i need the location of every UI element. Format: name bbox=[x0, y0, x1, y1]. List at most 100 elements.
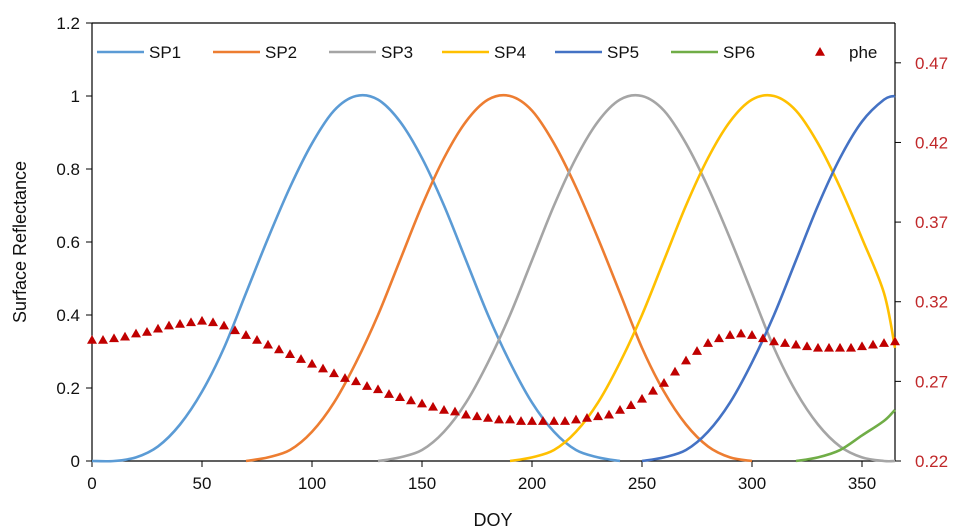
series-line-sp3 bbox=[377, 93, 896, 463]
phe-marker bbox=[252, 334, 262, 344]
x-tick-label: 250 bbox=[628, 474, 656, 493]
legend-swatch-phe bbox=[815, 47, 825, 56]
legend-label-sp4: SP4 bbox=[494, 43, 526, 62]
phe-marker bbox=[120, 331, 130, 341]
phe-marker bbox=[406, 395, 416, 405]
phe-marker bbox=[593, 411, 603, 421]
y-tick-label: 0.2 bbox=[56, 379, 80, 398]
phe-marker bbox=[868, 339, 878, 349]
phe-marker bbox=[373, 384, 383, 394]
phe-marker bbox=[263, 339, 273, 349]
phe-marker bbox=[549, 416, 559, 425]
x-tick-label: 350 bbox=[848, 474, 876, 493]
phe-marker bbox=[186, 317, 196, 327]
y2-tick-label: 0.42 bbox=[915, 133, 948, 152]
phe-marker bbox=[197, 315, 207, 325]
x-tick-label: 50 bbox=[193, 474, 212, 493]
legend-label-sp6: SP6 bbox=[723, 43, 755, 62]
phe-marker bbox=[703, 338, 713, 347]
phe-marker bbox=[351, 376, 361, 386]
phe-marker bbox=[835, 342, 845, 352]
x-axis-title: DOY bbox=[473, 510, 512, 530]
phe-marker bbox=[725, 330, 735, 339]
phe-marker bbox=[791, 339, 801, 349]
phe-marker bbox=[131, 328, 141, 338]
phe-marker bbox=[747, 330, 757, 339]
phe-marker bbox=[692, 346, 702, 355]
y-tick-label: 0.6 bbox=[56, 233, 80, 252]
series-line-sp2 bbox=[245, 93, 753, 463]
phe-marker bbox=[802, 341, 812, 351]
phe-marker bbox=[417, 398, 427, 408]
phe-marker bbox=[87, 334, 97, 344]
legend-label-phe: phe bbox=[849, 43, 877, 62]
phe-marker bbox=[142, 326, 152, 336]
phe-marker bbox=[153, 323, 163, 333]
y-tick-label: 0 bbox=[71, 452, 80, 471]
phe-marker bbox=[274, 344, 284, 354]
phe-marker bbox=[505, 414, 515, 424]
legend: SP1 SP2 SP3 SP4 SP5 SP6 phe bbox=[97, 43, 877, 62]
phe-marker bbox=[824, 342, 834, 352]
phe-marker bbox=[527, 416, 537, 425]
phe-marker bbox=[494, 414, 504, 424]
y2-tick-label: 0.37 bbox=[915, 213, 948, 232]
phe-marker bbox=[571, 414, 581, 424]
phe-marker bbox=[670, 366, 680, 376]
x-tick-label: 200 bbox=[518, 474, 546, 493]
legend-label-sp1: SP1 bbox=[149, 43, 181, 62]
phe-marker bbox=[857, 341, 867, 351]
x-tick-label: 100 bbox=[298, 474, 326, 493]
phe-marker bbox=[318, 363, 328, 373]
phe-marker bbox=[736, 328, 746, 338]
series-lines bbox=[91, 93, 897, 463]
phe-marker bbox=[890, 336, 900, 346]
phe-marker bbox=[714, 333, 724, 343]
phe-marker bbox=[615, 405, 625, 414]
legend-label-sp2: SP2 bbox=[265, 43, 297, 62]
phe-marker bbox=[395, 392, 405, 402]
phe-marker bbox=[483, 412, 493, 422]
x-tick-label: 300 bbox=[738, 474, 766, 493]
phe-marker bbox=[109, 333, 119, 343]
phe-marker bbox=[461, 409, 471, 419]
y-tick-label: 0.4 bbox=[56, 306, 80, 325]
phe-marker bbox=[648, 385, 658, 395]
phe-marker bbox=[538, 416, 548, 425]
phe-marker bbox=[450, 406, 460, 416]
phe-marker bbox=[681, 355, 691, 365]
phe-marker bbox=[428, 401, 438, 411]
phe-markers bbox=[87, 315, 900, 425]
phe-marker bbox=[637, 393, 647, 403]
phe-marker bbox=[362, 381, 372, 390]
series-line-sp1 bbox=[91, 93, 621, 463]
x-tick-label: 150 bbox=[408, 474, 436, 493]
series-line-sp6 bbox=[795, 408, 896, 463]
y-axis-title: Surface Reflectance bbox=[10, 161, 30, 323]
phe-marker bbox=[384, 389, 394, 398]
phe-marker bbox=[230, 325, 240, 335]
phe-marker bbox=[604, 409, 614, 419]
axes: 0 50 100 150 200 250 300 350 0 0.2 0.4 0.6 0.8 1 1.2 0.… bbox=[56, 14, 948, 493]
phe-marker bbox=[582, 412, 592, 422]
phe-marker bbox=[164, 320, 174, 330]
phe-marker bbox=[846, 342, 856, 352]
phe-marker bbox=[813, 342, 823, 352]
y2-tick-label: 0.32 bbox=[915, 293, 948, 312]
y-tick-label: 1 bbox=[71, 87, 80, 106]
phe-marker bbox=[560, 416, 570, 425]
phe-marker bbox=[98, 334, 108, 344]
y2-tick-label: 0.22 bbox=[915, 452, 948, 471]
phe-marker bbox=[769, 336, 779, 346]
y2-tick-label: 0.27 bbox=[915, 372, 948, 391]
phe-marker bbox=[439, 405, 449, 414]
phe-marker bbox=[879, 338, 889, 347]
phe-marker bbox=[659, 377, 669, 387]
x-tick-label: 0 bbox=[87, 474, 96, 493]
phe-marker bbox=[780, 338, 790, 347]
phe-marker bbox=[329, 368, 339, 378]
phe-marker bbox=[340, 373, 350, 382]
phe-marker bbox=[307, 358, 317, 368]
